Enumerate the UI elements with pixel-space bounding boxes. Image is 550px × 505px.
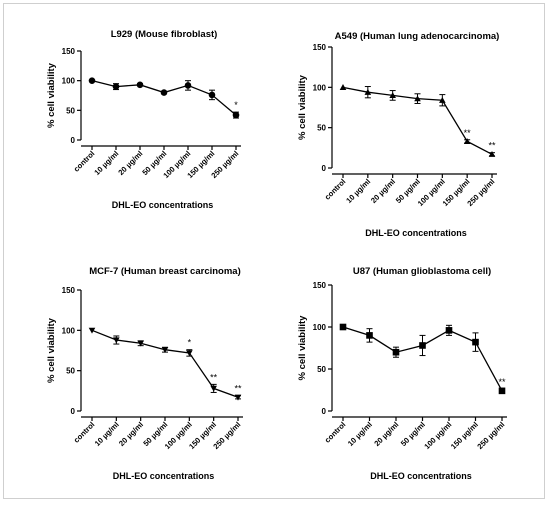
data-point-square [366,332,373,339]
y-tick-label: 100 [313,323,327,332]
data-point-triangle [161,347,169,353]
figure-canvas: L929 (Mouse fibroblast) 0 50 100 150 % cell v… [46,29,507,481]
data-point-triangle [463,138,471,145]
significance-label: ** [210,372,218,382]
x-axis-label: DHL-EO concentrations [370,471,472,481]
x-axis-label: DHL-EO concentrations [365,228,467,238]
x-tick-label: 10 µg/ml [346,420,374,448]
data-point-circle [112,83,120,90]
data-point-triangle [113,337,120,344]
data-point-circle [232,111,240,119]
figure-panel: L929 (Mouse fibroblast) 0 50 100 150 % cell v… [3,3,545,499]
significance-label: ** [488,141,496,151]
x-axis-label: DHL-EO concentrations [113,471,215,481]
y-tick-label: 50 [66,106,75,115]
chart-3: MCF-7 (Human breast carcinoma) 0 50 100 150%… [46,266,243,481]
x-tick-label: 20 µg/ml [372,420,400,448]
data-point-circle [208,91,216,99]
data-point-triangle [364,88,372,95]
y-tick-label: 50 [317,365,326,374]
data-point-triangle [439,96,446,103]
x-tick-label: 20 µg/ml [117,420,145,448]
data-point-square [472,338,479,346]
data-point-triangle [339,84,347,90]
data-point-triangle [389,92,396,99]
data-point-square [392,348,400,356]
chart-title: MCF-7 (Human breast carcinoma) [89,266,241,277]
chart-2: A549 (Human lung adenocarcinoma) 0 50 100 15… [297,31,499,238]
x-tick-label: 10 µg/ml [93,420,121,448]
chart-4: U87 (Human glioblastoma cell) 0 50 100 150 % … [297,266,507,481]
y-axis-label: % cell viability [46,62,57,128]
x-tick-label: 20 µg/ml [369,177,397,205]
chart-title: U87 (Human glioblastoma cell) [353,266,491,277]
significance-label: ** [464,128,472,138]
y-tick-label: 50 [317,124,326,133]
x-tick-label: 150 µg/ml [449,420,480,451]
y-tick-label: 0 [71,136,76,145]
data-point-square [339,323,347,331]
chart-title: A549 (Human lung adenocarcinoma) [335,31,500,42]
significance-label: ** [498,377,506,387]
y-tick-label: 100 [313,83,327,92]
data-point-triangle [137,340,144,347]
data-point-circle [88,77,96,84]
data-point-square [419,342,426,349]
data-point-triangle [414,95,421,102]
x-tick-label: 20 µg/ml [116,149,144,177]
significance-label: * [188,338,192,348]
y-tick-label: 150 [313,281,327,290]
y-axis-label: % cell viability [297,74,308,140]
data-point-triangle [88,327,96,334]
data-point-triangle [210,385,217,392]
y-tick-label: 50 [66,367,75,376]
data-point-triangle [488,150,496,157]
y-tick-label: 100 [62,77,76,86]
x-tick-label: 250 µg/ml [475,420,506,451]
data-point-square [445,327,453,334]
y-tick-label: 0 [71,407,76,416]
y-axis-label: % cell viability [297,315,308,381]
x-tick-label: 250 µg/ml [465,177,496,208]
significance-label: ** [234,384,242,394]
y-axis-label: % cell viability [46,317,57,383]
y-tick-label: 0 [322,407,327,416]
y-tick-label: 0 [322,164,327,173]
x-tick-label: control [323,420,348,445]
y-tick-label: 150 [62,47,76,56]
data-point-square [498,387,506,395]
data-point-circle [184,82,192,89]
chart-1: L929 (Mouse fibroblast) 0 50 100 150 % cell v… [46,29,241,210]
chart-title: L929 (Mouse fibroblast) [111,29,218,40]
y-tick-label: 100 [62,326,76,335]
y-tick-label: 150 [313,43,327,52]
x-tick-label: 10 µg/ml [92,149,120,177]
x-axis-label: DHL-EO concentrations [112,200,214,210]
data-point-circle [136,81,144,89]
significance-label: * [234,100,238,110]
data-point-triangle [186,350,193,357]
data-point-triangle [234,394,242,401]
x-tick-label: 100 µg/ml [422,420,453,451]
data-point-circle [160,89,168,96]
y-tick-label: 150 [62,286,76,295]
x-tick-label: 10 µg/ml [344,177,372,205]
